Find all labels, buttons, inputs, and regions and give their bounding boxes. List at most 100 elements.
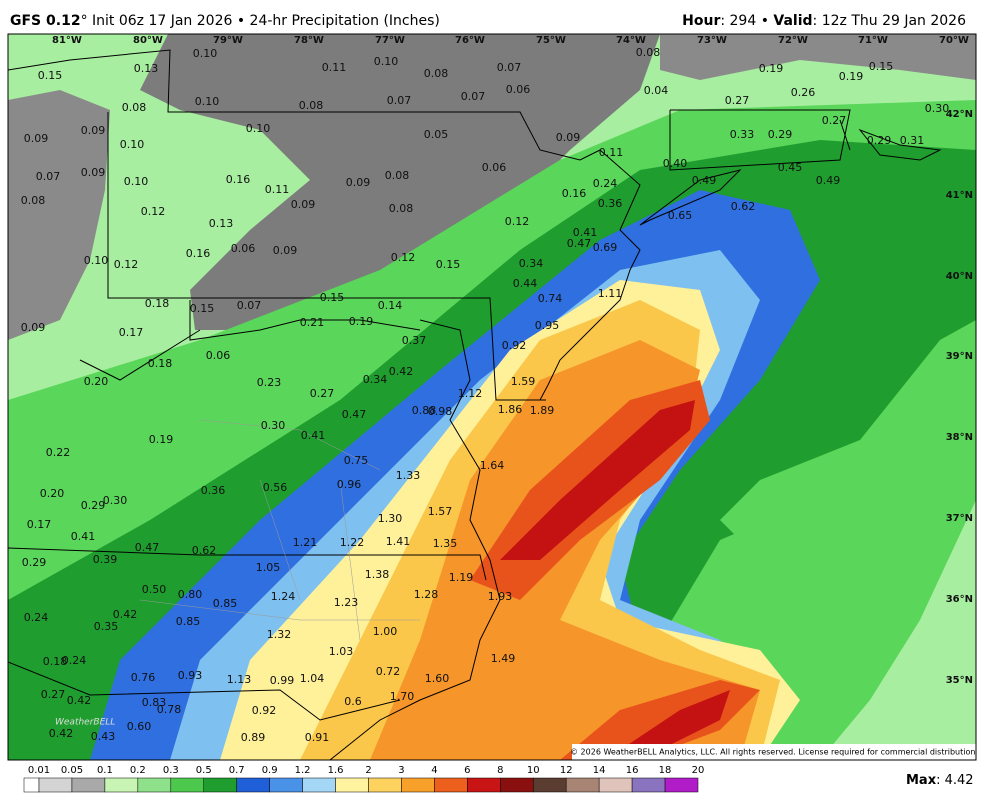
station-value: 0.15: [436, 258, 461, 271]
station-value: 0.76: [131, 671, 156, 684]
station-value: 0.24: [62, 654, 87, 667]
station-value: 1.11: [598, 287, 623, 300]
station-value: 0.27: [822, 114, 847, 127]
model: GFS 0.12: [10, 13, 81, 29]
copyright: © 2026 WeatherBELL Analytics, LLC. All r…: [570, 748, 978, 757]
station-value: 0.15: [869, 60, 894, 73]
station-value: 0.49: [816, 174, 841, 187]
state-border: [669, 109, 851, 171]
state-border: [107, 112, 546, 401]
colorbar-swatch: [335, 777, 369, 793]
station-value: 0.11: [322, 61, 347, 74]
station-value: 1.93: [488, 590, 513, 603]
state-border: [79, 300, 421, 381]
station-value: 0.22: [46, 446, 71, 459]
station-value: 1.38: [365, 568, 390, 581]
county-lines: [139, 419, 420, 641]
station-value: 0.29: [22, 556, 47, 569]
station-value: 0.07: [237, 299, 262, 312]
station-values: 0.15 0.13 0.10 0.08 0.10 0.11 0.10 0.08 0.07 0.08…: [21, 46, 950, 744]
station-value: 0.37: [402, 334, 427, 347]
station-value: 0.60: [127, 720, 152, 733]
hour-label: Hour: [682, 13, 720, 29]
station-value: 0.42: [67, 694, 92, 707]
station-value: 0.14: [378, 299, 403, 312]
colorbar-swatch: [598, 777, 633, 793]
longitude-label: 78°W: [294, 35, 324, 46]
longitude-label: 75°W: [536, 35, 566, 46]
hour: : 294 •: [720, 13, 773, 29]
station-value: 0.26: [791, 86, 816, 99]
colorbar-label: 10: [527, 765, 540, 776]
colorbar-swatch: [401, 777, 435, 793]
station-value: 0.12: [505, 215, 530, 228]
station-value: 0.88: [412, 404, 437, 417]
state-border: [8, 661, 401, 721]
colorbar-label: 0.01: [28, 765, 50, 776]
colorbar-label: 2: [365, 765, 371, 776]
station-value: 0.75: [344, 454, 369, 467]
station-value: 0.39: [93, 553, 118, 566]
station-value: 0.78: [157, 703, 182, 716]
station-value: 0.12: [141, 205, 166, 218]
station-value: 0.30: [103, 494, 128, 507]
longitude-labels: 81°W 80°W 79°W 78°W 77°W 76°W 75°W 74°W 73°W 72°W…: [52, 35, 969, 46]
station-value: 1.49: [491, 652, 516, 665]
station-value: 0.41: [573, 226, 598, 239]
station-value: 0.62: [731, 200, 756, 213]
station-value: 0.08: [385, 169, 410, 182]
longitude-label: 76°W: [455, 35, 485, 46]
colorbar-swatch: [71, 777, 106, 793]
station-value: 0.20: [84, 375, 109, 388]
station-value: 0.93: [178, 669, 203, 682]
station-value: 0.85: [213, 597, 238, 610]
station-value: 0.11: [265, 183, 290, 196]
station-value: 0.35: [94, 620, 119, 633]
station-value: 0.06: [231, 242, 256, 255]
field-gray: [140, 34, 660, 330]
station-value: 0.34: [519, 257, 544, 270]
colorbar-label: 0.05: [61, 765, 83, 776]
station-value: 0.09: [81, 166, 106, 179]
station-value: 0.95: [535, 319, 560, 332]
station-value: 0.74: [538, 292, 563, 305]
station-value: 0.80: [178, 588, 203, 601]
station-value: 0.08: [636, 46, 661, 59]
coastline: [858, 128, 942, 161]
station-value: 0.06: [206, 349, 231, 362]
station-value: 0.19: [839, 70, 864, 83]
station-value: 0.10: [124, 175, 149, 188]
valid: : 12z Thu 29 Jan 2026: [813, 13, 967, 29]
map: 0.15 0.13 0.10 0.08 0.10 0.11 0.10 0.08 0.07 0.08…: [8, 34, 978, 760]
latitude-label: 35°N: [946, 675, 973, 686]
station-value: 0.09: [81, 124, 106, 137]
station-value: 0.24: [24, 611, 49, 624]
latitude-label: 38°N: [946, 432, 973, 443]
coastline: [329, 319, 501, 760]
station-value: 0.27: [310, 387, 335, 400]
station-value: 1.03: [329, 645, 354, 658]
station-value: 1.22: [340, 536, 365, 549]
station-value: 0.24: [593, 177, 618, 190]
colorbar-label: 4: [431, 765, 437, 776]
latitude-label: 40°N: [946, 271, 973, 282]
longitude-label: 70°W: [939, 35, 969, 46]
station-value: 0.36: [598, 197, 623, 210]
station-value: 0.92: [252, 704, 277, 717]
station-value: 0.23: [257, 376, 282, 389]
colorbar-label: 0.7: [229, 765, 245, 776]
colorbar-swatch: [368, 777, 402, 793]
latitude-label: 36°N: [946, 594, 973, 605]
station-value: 0.98: [428, 405, 453, 418]
station-value: 0.09: [21, 321, 46, 334]
station-value: 1.57: [428, 505, 453, 518]
station-value: 1.19: [449, 571, 474, 584]
latitude-label: 41°N: [946, 190, 973, 201]
station-value: 0.43: [91, 730, 116, 743]
max: Max: 4.42: [906, 773, 974, 788]
longitude-label: 80°W: [133, 35, 163, 46]
station-value: 0.07: [387, 94, 412, 107]
colorbar-label: 6: [464, 765, 470, 776]
colorbar-swatch: [104, 777, 139, 793]
station-value: 1.23: [334, 596, 359, 609]
